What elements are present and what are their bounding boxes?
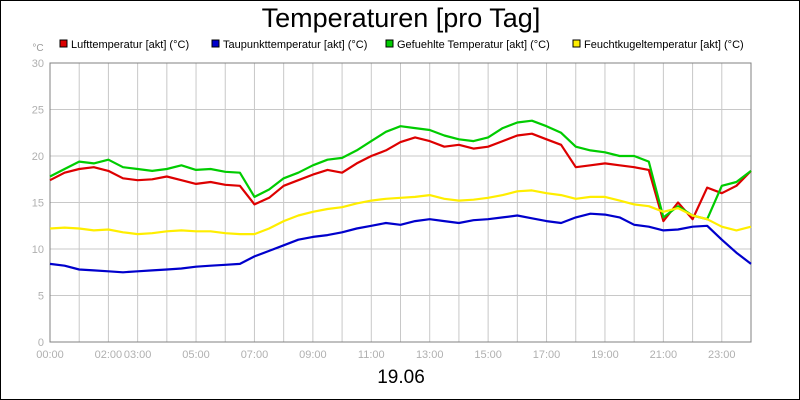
legend-label-1: Taupunkttemperatur [akt] (°C) <box>223 39 367 51</box>
x-tick-label: 03:00 <box>124 349 152 361</box>
series-line-2 <box>49 119 752 221</box>
y-tick-label: 10 <box>32 244 44 256</box>
x-tick-label: 13:00 <box>416 349 444 361</box>
x-tick-label: 19:00 <box>591 349 619 361</box>
y-tick-label: 30 <box>32 58 44 70</box>
x-tick-label: 21:00 <box>650 349 678 361</box>
x-tick-label: 11:00 <box>358 349 385 361</box>
x-tick-label: 23:00 <box>708 349 736 361</box>
x-axis-label: 19.06 <box>377 367 425 388</box>
y-tick-label: 20 <box>32 151 44 163</box>
legend-label-0: Lufttemperatur [akt] (°C) <box>71 39 189 51</box>
legend-swatch-3 <box>572 39 581 48</box>
y-tick-label: 0 <box>38 337 44 349</box>
x-tick-label: 15:00 <box>474 349 502 361</box>
y-tick-label: 5 <box>38 291 44 303</box>
plot-border <box>49 62 752 343</box>
x-tick-label: 09:00 <box>299 349 327 361</box>
x-tick-label: 02:00 <box>95 349 123 361</box>
legend-swatch-2 <box>385 39 394 48</box>
x-tick-label: 05:00 <box>182 349 210 361</box>
x-tick-label: 07:00 <box>241 349 269 361</box>
y-axis-unit: °C <box>32 43 43 54</box>
y-tick-label: 15 <box>32 198 44 210</box>
legend-label-2: Gefuehlte Temperatur [akt] (°C) <box>397 39 550 51</box>
x-tick-label: 17:00 <box>533 349 561 361</box>
y-tick-label: 25 <box>32 105 44 117</box>
plot-area <box>50 63 751 342</box>
legend-swatch-1 <box>211 39 220 48</box>
legend-label-3: Feuchtkugeltemperatur [akt] (°C) <box>584 39 744 51</box>
chart-title: Temperaturen [pro Tag] <box>261 3 541 33</box>
x-tick-label: 00:00 <box>36 349 64 361</box>
series-line-3 <box>49 189 752 236</box>
legend-swatch-0 <box>59 39 68 48</box>
series-line-1 <box>49 212 752 274</box>
series-line-0 <box>49 132 752 223</box>
